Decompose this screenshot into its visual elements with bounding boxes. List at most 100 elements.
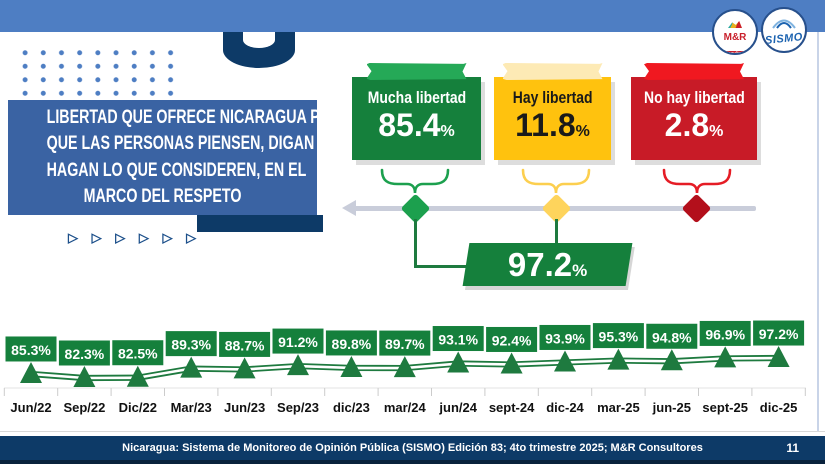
question-title: LIBERTAD QUE OFRECE NICARAGUA PARA QUE L… — [8, 100, 350, 215]
brace-icon-yellow — [521, 168, 591, 194]
triangle-bullet-icon: ▷ — [186, 230, 197, 245]
triangle-bullet-icon: ▷ — [68, 230, 78, 245]
question-title-line: HAGAN LO QUE CONSIDEREN, EN EL — [46, 159, 307, 181]
trend-marker — [393, 356, 416, 378]
tape-decoration — [366, 63, 467, 80]
combined-total-box: 97.2% — [462, 243, 633, 286]
trend-value-box — [165, 331, 217, 357]
mr-logo-sub: Consultores — [719, 51, 751, 55]
category-label: Hay libertad — [512, 88, 593, 107]
x-axis-label: jun-25 — [652, 400, 691, 415]
trend-value-box — [58, 340, 110, 366]
trend-marker — [126, 365, 149, 387]
x-axis-label: Sep/22 — [63, 400, 105, 415]
dot-grid-decoration — [14, 44, 178, 98]
trend-value-box — [539, 324, 591, 350]
triangle-bullets: ▷ ▷ ▷ ▷ ▷ ▷ — [68, 230, 206, 246]
top-banner — [0, 0, 825, 32]
category-value: 11.8% — [515, 107, 590, 143]
trend-value: 85.3% — [11, 342, 51, 358]
brace-icon-red — [662, 168, 732, 194]
footer-divider — [0, 431, 825, 432]
trend-marker — [233, 357, 256, 379]
question-title-line: LIBERTAD QUE OFRECE NICARAGUA PARA — [46, 106, 350, 128]
trend-marker — [714, 346, 737, 368]
trend-value-box — [219, 331, 271, 357]
category-value: 85.4% — [378, 107, 455, 143]
trend-marker — [287, 354, 309, 376]
trend-value: 97.2% — [759, 326, 799, 342]
left-arrow-icon — [342, 200, 356, 216]
x-axis-label: Jun/22 — [10, 400, 51, 415]
trend-marker — [607, 348, 630, 370]
sismo-waves-icon — [763, 15, 805, 34]
trend-value-box — [486, 326, 538, 352]
tape-decoration — [644, 63, 744, 80]
trend-chart: 85.3% Jun/22 82.3% Sep/22 82.5% Dic/22 89.3% Ma… — [3, 320, 806, 415]
trend-value-box — [112, 340, 164, 366]
question-title-line: QUE LAS PERSONAS PIENSEN, DIGAN O — [46, 133, 330, 154]
trend-value-box — [699, 320, 751, 346]
x-axis-label: mar-25 — [597, 400, 640, 415]
trend-value-box — [592, 323, 644, 349]
combined-total-value: 97.2% — [507, 245, 588, 283]
trend-marker — [447, 351, 470, 373]
category-label: No hay libertad — [643, 88, 745, 107]
trend-value: 95.3% — [599, 329, 639, 345]
trend-value-box — [753, 320, 805, 346]
category-box-hay-libertad: Hay libertad 11.8% — [494, 63, 611, 160]
question-title-line: MARCO DEL RESPETO — [83, 186, 242, 207]
trend-marker — [660, 349, 683, 371]
trend-value: 92.4% — [492, 332, 532, 348]
trend-marker — [73, 366, 96, 387]
mr-consultores-esomar-logo: M&R Consultores ESOMAR member — [712, 9, 758, 55]
trend-value: 89.7% — [385, 336, 425, 352]
x-axis-label: dic/23 — [333, 400, 370, 415]
trend-value-box — [325, 330, 377, 356]
category-label: Mucha libertad — [367, 88, 466, 107]
triangle-bullet-icon: ▷ — [162, 230, 173, 245]
trend-value: 96.9% — [705, 326, 745, 342]
x-axis-label: jun/24 — [438, 400, 477, 415]
category-box-mucha-libertad: Mucha libertad 85.4% — [352, 63, 481, 160]
category-box-no-hay-libertad: No hay libertad 2.8% — [631, 63, 757, 160]
trend-marker — [20, 361, 42, 383]
trend-value: 88.7% — [225, 337, 265, 353]
x-axis-label: dic-24 — [546, 400, 584, 415]
trend-marker — [340, 355, 363, 377]
title-accent-block — [197, 215, 323, 232]
x-axis-label: dic-25 — [760, 400, 798, 415]
x-axis-label: mar/24 — [384, 400, 427, 415]
trend-marker — [500, 352, 523, 374]
footer-bar: Nicaragua: Sistema de Monitoreo de Opini… — [0, 436, 825, 464]
x-axis-label: Sep/23 — [277, 400, 319, 415]
sismo-logo: SISMO — [761, 7, 807, 53]
trend-value: 82.5% — [118, 346, 158, 362]
trend-value: 89.3% — [171, 337, 211, 353]
tape-decoration — [502, 63, 603, 80]
trend-value: 93.1% — [438, 332, 478, 348]
triangle-bullet-icon: ▷ — [91, 230, 102, 245]
triangle-bullet-icon: ▷ — [138, 230, 149, 245]
trend-marker — [554, 350, 576, 372]
half-donut-hole — [243, 32, 275, 48]
sismo-logo-name: SISMO — [764, 31, 804, 47]
trend-value: 91.2% — [278, 334, 318, 350]
trend-value-box — [5, 336, 57, 362]
trend-value: 93.9% — [545, 330, 585, 346]
footer-source-text: Nicaragua: Sistema de Monitoreo de Opini… — [122, 442, 703, 454]
trend-value: 89.8% — [332, 336, 372, 352]
x-axis-label: Mar/23 — [171, 400, 212, 415]
mr-logo-name: M&R — [723, 32, 747, 43]
trend-value-box — [432, 326, 484, 352]
diamond-marker-no-hay — [681, 193, 712, 224]
brace-icon-green — [380, 168, 450, 194]
half-donut-decoration-icon — [223, 32, 295, 68]
trend-value-box — [379, 330, 431, 356]
slide-right-border — [817, 32, 819, 432]
page-number: 11 — [786, 441, 799, 455]
trend-marker — [180, 356, 203, 378]
connector-line — [414, 265, 470, 268]
mr-chart-icon — [728, 21, 742, 28]
triangle-bullet-icon: ▷ — [115, 230, 126, 245]
